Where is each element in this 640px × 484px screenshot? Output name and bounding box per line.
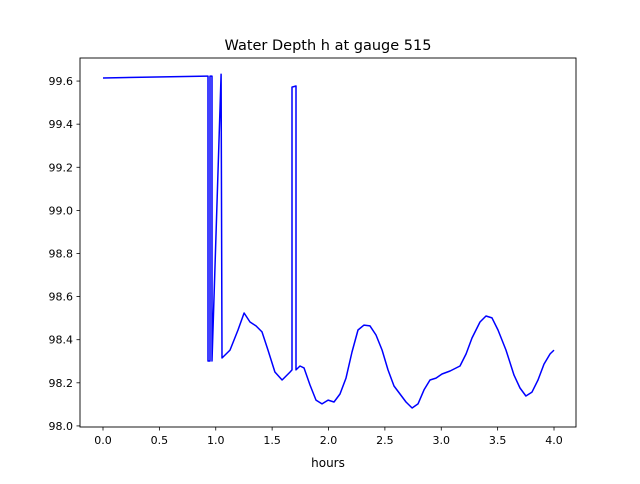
y-tick-label: 98.8	[49, 247, 74, 260]
series-line-h	[102, 73, 555, 409]
y-tick-label: 99.0	[49, 204, 74, 217]
x-tick-label: 4.0	[545, 434, 563, 447]
x-tick-label: 2.0	[320, 434, 338, 447]
y-tick-label: 99.2	[49, 161, 74, 174]
y-tick-label: 99.4	[49, 118, 74, 131]
chart-title: Water Depth h at gauge 515	[225, 38, 432, 54]
x-tick-label: 1.5	[263, 434, 281, 447]
x-tick-label: 3.5	[489, 434, 507, 447]
x-tick-label: 2.5	[376, 434, 394, 447]
x-tick-label: 3.0	[433, 434, 451, 447]
x-axis-label: hours	[311, 456, 345, 470]
y-tick-label: 98.2	[49, 377, 74, 390]
x-tick-label: 0.5	[151, 434, 169, 447]
y-tick-label: 99.6	[49, 75, 74, 88]
x-tick-label: 0.0	[94, 434, 112, 447]
y-tick-label: 98.6	[49, 291, 74, 304]
y-tick-label: 98.0	[49, 420, 74, 433]
x-tick-label: 1.0	[207, 434, 225, 447]
axes-frame	[79, 57, 577, 428]
y-tick-label: 98.4	[49, 334, 74, 347]
